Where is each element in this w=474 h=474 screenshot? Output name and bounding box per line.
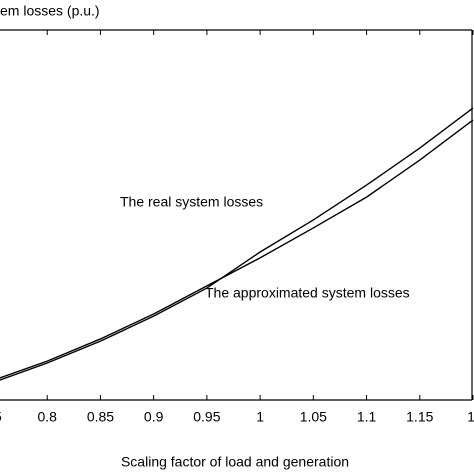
annotation: The approximated system losses <box>205 285 410 301</box>
x-tick-label: 0.9 <box>144 409 164 425</box>
line-series <box>0 107 474 381</box>
x-tick-label: 1 <box>256 409 264 425</box>
x-axis-label: Scaling factor of load and generation <box>121 454 349 470</box>
x-tick-label: 1. <box>467 409 474 425</box>
x-tick-label: 0.85 <box>87 409 114 425</box>
annotation: The real system losses <box>120 194 263 210</box>
x-tick-label: 0.95 <box>193 409 220 425</box>
x-tick-label: 1.15 <box>406 409 433 425</box>
y-axis-label: em losses (p.u.) <box>0 3 100 19</box>
x-tick-label: 0.8 <box>37 409 57 425</box>
x-tick-label: 1.1 <box>357 409 377 425</box>
x-tick-label: 1.05 <box>300 409 327 425</box>
line-series <box>0 119 474 379</box>
x-tick-label: 75 <box>0 409 2 425</box>
